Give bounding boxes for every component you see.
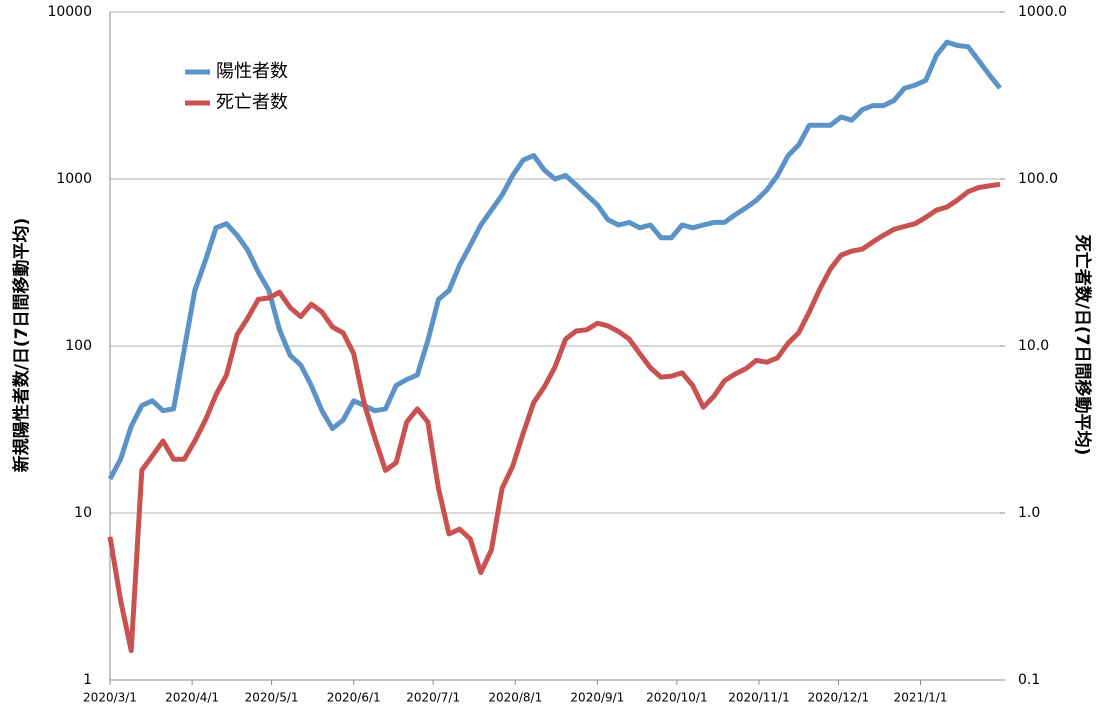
x-tick-label: 2020/10/1 [646, 691, 708, 705]
y-tick-label: 1000 [56, 171, 92, 187]
data-line [107, 181, 1001, 654]
x-tick-label: 2020/6/1 [327, 691, 381, 705]
y-tick-label: 1 [83, 672, 92, 688]
x-tick-label: 2020/9/1 [570, 691, 624, 705]
y-tick-label: 10000 [47, 4, 92, 20]
y2-axis-title: 死亡者数/日(7日間移動平均) [1072, 235, 1093, 456]
y-tick-label: 10 [74, 505, 92, 521]
y-tick-label: 100 [65, 338, 92, 354]
legend-label: 陽性者数 [216, 61, 288, 82]
x-tick-label: 2020/3/1 [83, 691, 137, 705]
data-line [107, 39, 1002, 481]
x-tick-label: 2021/1/1 [894, 691, 948, 705]
x-tick-label: 2020/7/1 [406, 691, 460, 705]
y-axis-title: 新規陽性者数/日(7日間移動平均) [11, 218, 32, 473]
x-tick-label: 2020/5/1 [245, 691, 299, 705]
y2-tick-label: 1000.0 [1018, 4, 1067, 20]
legend-label: 死亡者数 [216, 92, 288, 113]
y2-tick-label: 100.0 [1018, 171, 1058, 187]
x-tick-label: 2020/12/1 [808, 691, 870, 705]
y2-tick-label: 0.1 [1018, 672, 1040, 688]
y2-tick-label: 10.0 [1018, 338, 1049, 354]
x-tick-label: 2020/8/1 [488, 691, 542, 705]
y2-tick-label: 1.0 [1018, 505, 1040, 521]
x-tick-label: 2020/11/1 [728, 691, 790, 705]
x-tick-label: 2020/4/1 [165, 691, 219, 705]
